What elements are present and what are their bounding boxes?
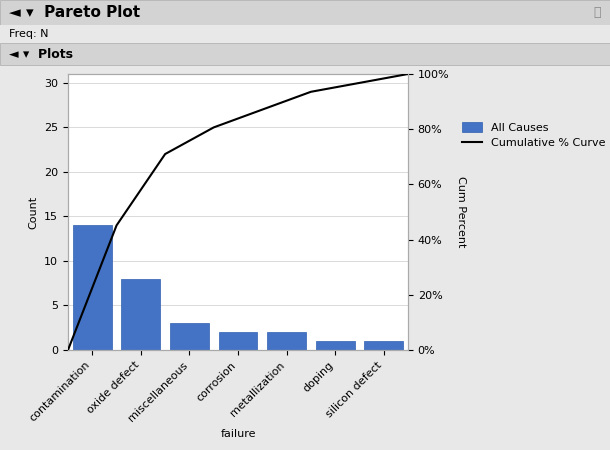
Bar <box>267 332 306 350</box>
Text: Freq: N: Freq: N <box>9 29 49 39</box>
Bar <box>121 279 160 350</box>
Bar <box>364 341 403 350</box>
Legend: All Causes, Cumulative % Curve: All Causes, Cumulative % Curve <box>462 122 606 148</box>
Bar <box>218 332 257 350</box>
Text: ◄ ▾  Plots: ◄ ▾ Plots <box>9 48 73 60</box>
Y-axis label: Cum Percent: Cum Percent <box>456 176 466 248</box>
Text: ◄ ▾  Pareto Plot: ◄ ▾ Pareto Plot <box>9 5 140 20</box>
Y-axis label: Count: Count <box>29 195 38 229</box>
Text: ⧉: ⧉ <box>594 6 601 19</box>
Bar <box>316 341 354 350</box>
Bar <box>170 323 209 350</box>
Bar <box>73 225 112 350</box>
X-axis label: failure: failure <box>220 429 256 439</box>
